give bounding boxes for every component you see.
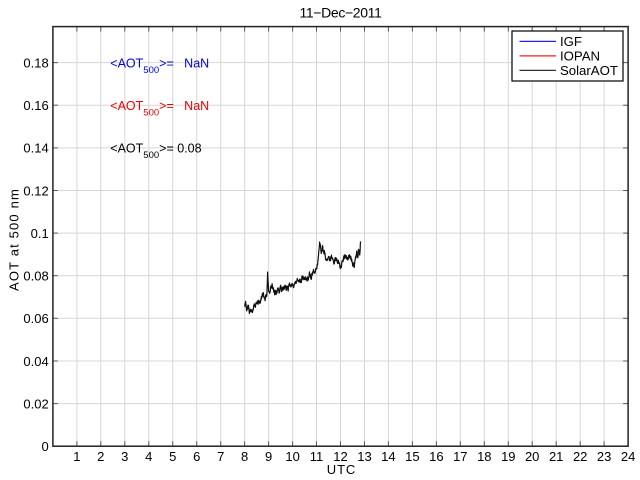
svg-text:19: 19	[501, 449, 515, 464]
svg-text:21: 21	[549, 449, 563, 464]
svg-text:0.14: 0.14	[23, 141, 48, 156]
svg-text:5: 5	[169, 449, 176, 464]
svg-text:7: 7	[217, 449, 224, 464]
svg-text:11−Dec−2011: 11−Dec−2011	[299, 5, 382, 21]
svg-text:14: 14	[381, 449, 395, 464]
svg-text:12: 12	[333, 449, 347, 464]
svg-text:6: 6	[193, 449, 200, 464]
svg-text:IOPAN: IOPAN	[560, 48, 600, 63]
svg-text:13: 13	[357, 449, 371, 464]
svg-text:9: 9	[265, 449, 272, 464]
svg-text:0: 0	[41, 439, 48, 454]
svg-text:0.08: 0.08	[23, 269, 48, 284]
svg-text:0.1: 0.1	[31, 226, 49, 241]
svg-text:AOT at 500 nm: AOT at 500 nm	[7, 188, 22, 291]
svg-text:0.06: 0.06	[23, 311, 48, 326]
svg-text:0.02: 0.02	[23, 396, 48, 411]
svg-text:16: 16	[429, 449, 443, 464]
svg-text:0.16: 0.16	[23, 98, 48, 113]
svg-text:20: 20	[525, 449, 539, 464]
svg-text:8: 8	[241, 449, 248, 464]
svg-text:3: 3	[121, 449, 128, 464]
svg-text:0.04: 0.04	[23, 354, 48, 369]
svg-text:18: 18	[477, 449, 491, 464]
svg-text:1: 1	[73, 449, 80, 464]
svg-text:SolarAOT: SolarAOT	[560, 63, 618, 78]
svg-text:15: 15	[405, 449, 419, 464]
svg-text:IGF: IGF	[560, 34, 582, 49]
svg-text:0.12: 0.12	[23, 183, 48, 198]
svg-text:UTC: UTC	[327, 462, 356, 477]
svg-text:17: 17	[453, 449, 467, 464]
svg-text:0.18: 0.18	[23, 55, 48, 70]
svg-text:4: 4	[145, 449, 152, 464]
svg-text:11: 11	[310, 449, 324, 464]
svg-text:23: 23	[597, 449, 611, 464]
svg-text:22: 22	[573, 449, 587, 464]
svg-text:2: 2	[97, 449, 104, 464]
svg-text:24: 24	[621, 449, 635, 464]
svg-text:10: 10	[285, 449, 299, 464]
